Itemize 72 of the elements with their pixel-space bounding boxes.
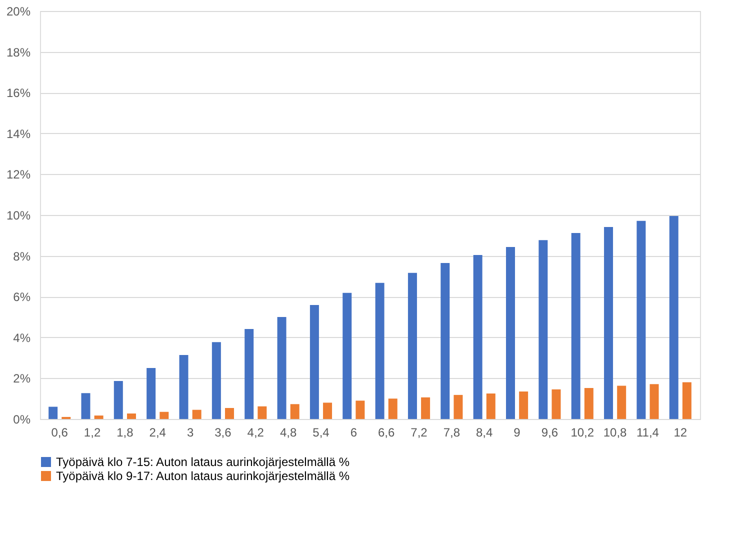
y-tick-label: 6% <box>13 290 31 304</box>
bar <box>212 342 221 419</box>
y-tick-label: 14% <box>6 126 31 141</box>
y-tick-label: 8% <box>13 249 31 264</box>
bar <box>375 282 384 419</box>
bar <box>538 240 548 419</box>
bar <box>650 384 659 419</box>
x-tick-label: 2,4 <box>149 426 166 440</box>
x-tick-label: 10,8 <box>603 426 628 440</box>
bar <box>258 406 267 419</box>
bar <box>617 386 626 419</box>
bar <box>408 272 417 419</box>
x-tick-label: 6 <box>350 426 358 440</box>
bar <box>146 368 156 419</box>
bar <box>473 254 482 419</box>
x-tick-label: 4,2 <box>247 426 264 440</box>
bar <box>356 400 365 419</box>
bar <box>160 412 169 419</box>
x-tick-label: 5,4 <box>312 426 330 440</box>
bar <box>179 354 188 419</box>
bar <box>604 227 614 419</box>
legend-label: Työpäivä klo 7-15: Auton lataus aurinkojärjestelmällä % <box>56 455 350 469</box>
legend-label: Työpäivä klo 9-17: Auton lataus aurinkojärjestelmällä % <box>56 469 350 483</box>
bar <box>126 413 136 419</box>
y-tick-label: 18% <box>6 45 31 60</box>
x-tick-label: 0,6 <box>51 426 68 440</box>
bar <box>310 304 319 419</box>
x-tick-label: 10,2 <box>570 426 594 440</box>
x-tick-label: 12 <box>674 426 688 440</box>
bar <box>669 216 678 419</box>
x-tick-label: 11,4 <box>636 426 660 440</box>
bar <box>519 391 528 419</box>
bar <box>192 410 202 419</box>
bar <box>290 404 300 419</box>
y-tick-label: 16% <box>6 86 31 100</box>
x-tick-label: 8,4 <box>476 426 494 440</box>
x-tick-label: 3 <box>186 426 194 440</box>
bar <box>636 220 646 419</box>
x-tick-label: 7,2 <box>410 426 428 440</box>
y-tick-label: 0% <box>13 412 31 426</box>
x-tick-label: 1,2 <box>84 426 101 440</box>
y-tick-label: 12% <box>6 168 31 182</box>
x-tick-label: 7,8 <box>443 426 460 440</box>
x-tick-label: 1,8 <box>116 426 134 440</box>
bar <box>323 402 332 419</box>
x-tick-label: 9,6 <box>541 426 558 440</box>
x-tick-label: 9 <box>514 426 521 440</box>
y-tick-label: 20% <box>6 4 31 18</box>
bar <box>571 232 580 419</box>
x-tick-label: 6,6 <box>378 426 395 440</box>
bar <box>342 292 352 419</box>
x-tick-label: 3,6 <box>214 426 232 440</box>
bar <box>440 262 450 419</box>
x-tick-label: 4,8 <box>280 426 297 440</box>
bar <box>244 329 254 419</box>
y-tick-label: 10% <box>6 208 31 222</box>
bar <box>48 406 58 419</box>
bar <box>277 317 286 419</box>
bar <box>81 393 90 419</box>
bar <box>454 394 463 419</box>
bar <box>682 382 692 419</box>
bar <box>388 398 398 419</box>
bar <box>552 389 561 419</box>
bar <box>506 247 515 419</box>
bar <box>94 416 104 419</box>
bar <box>225 408 234 419</box>
y-tick-label: 2% <box>13 372 31 386</box>
bar <box>421 397 430 419</box>
bar <box>584 388 594 419</box>
bar <box>114 381 123 419</box>
bar <box>486 394 496 419</box>
y-tick-label: 4% <box>13 330 31 345</box>
